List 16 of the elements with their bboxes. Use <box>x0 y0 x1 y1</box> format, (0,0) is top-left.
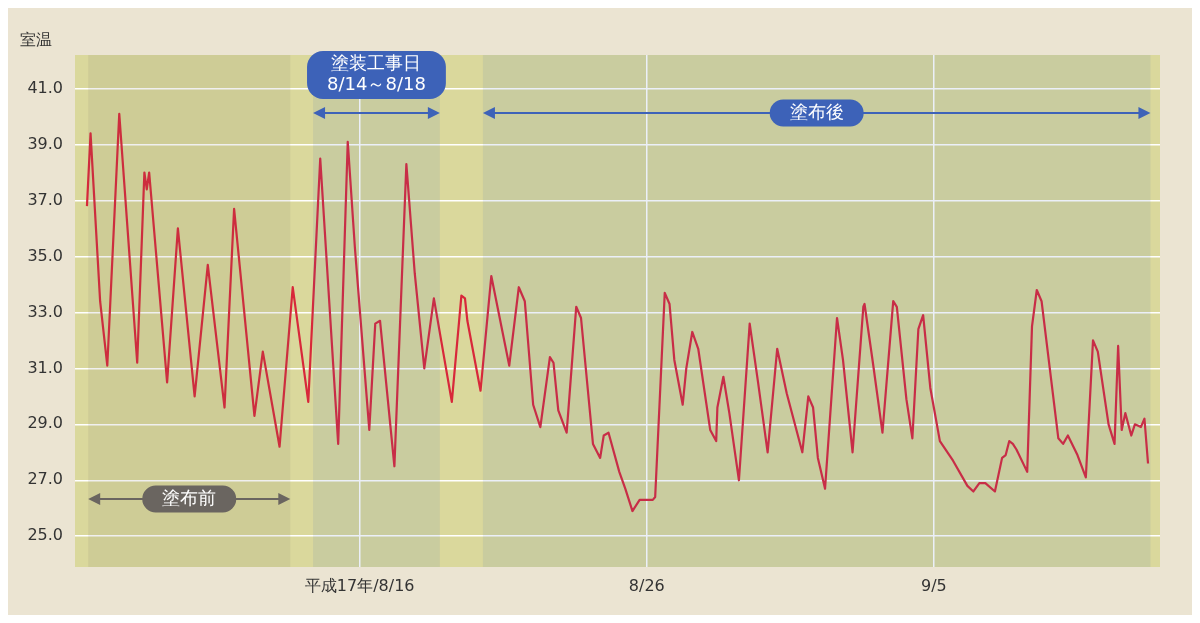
y-tick-label: 39.0 <box>27 133 63 153</box>
band-label: 塗布前 <box>162 486 217 508</box>
x-tick-label: 平成17年/8/16 <box>304 575 415 595</box>
y-tick-label: 29.0 <box>27 413 63 433</box>
band-label: 塗布後 <box>789 100 844 122</box>
y-tick-label: 31.0 <box>27 357 63 377</box>
y-axis-title: 室温 <box>20 30 52 50</box>
y-tick-label: 27.0 <box>27 469 63 489</box>
y-tick-label: 35.0 <box>27 245 63 265</box>
x-tick-label: 8/26 <box>628 575 665 595</box>
y-tick-label: 41.0 <box>27 77 63 97</box>
y-tick-label: 25.0 <box>27 525 63 545</box>
band-label: 塗装工事日 8/14～8/18 <box>327 52 426 95</box>
x-tick-label: 9/5 <box>921 575 947 595</box>
y-tick-label: 37.0 <box>27 189 63 209</box>
y-tick-label: 33.0 <box>27 301 63 321</box>
